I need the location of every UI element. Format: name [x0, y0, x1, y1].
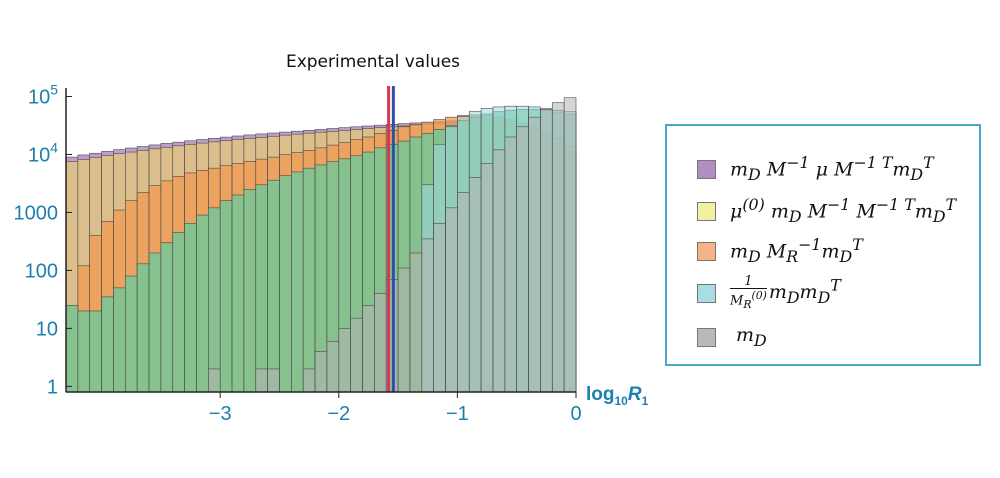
bar-series-5-bin-23: [326, 340, 340, 393]
bar-series-5-bin-13: [208, 368, 221, 393]
legend-swatch-2: [697, 201, 716, 221]
experimental-values-label: Experimental values: [285, 52, 461, 72]
bar-series-5-bin-29: [397, 267, 411, 393]
bar-series-5-bin-33: [445, 207, 458, 393]
bar-series-6-bin-11: [184, 222, 197, 393]
bar-series-5-bin-17: [255, 368, 268, 393]
bar-series-6-bin-21: [302, 167, 316, 393]
x-tick-label-3: −1: [446, 403, 469, 425]
bar-series-6-bin-5: [113, 287, 126, 393]
bar-series-5-bin-18: [267, 368, 280, 393]
y-tick-label-4: 1000: [14, 202, 59, 224]
y-tick-label-2: 10: [36, 318, 58, 340]
bar-series-5-bin-42: [551, 102, 565, 393]
bar-series-5-bin-25: [350, 317, 363, 393]
bar-series-6-bin-2: [77, 310, 91, 393]
legend-label-3: mD MR−1mDT: [730, 235, 863, 267]
bar-series-6-bin-3: [89, 310, 102, 393]
bar-series-5-bin-38: [504, 136, 517, 393]
y-tick-label-3: 100: [25, 260, 58, 282]
bar-series-5-bin-30: [409, 252, 423, 393]
legend-label-2: μ(0) mD M−1 M−1 TmDT: [730, 195, 957, 227]
legend-swatch-1: [697, 159, 716, 179]
x-tick-label-4: 0: [570, 403, 581, 425]
bar-series-5-bin-39: [516, 126, 529, 393]
bar-series-6-bin-18: [267, 179, 280, 393]
bar-series-5-bin-22: [314, 351, 328, 393]
bar-series-5-bin-37: [492, 149, 506, 393]
x-ticks: −3 −2 −1 0: [209, 392, 582, 425]
legend-swatch-4: [697, 283, 716, 303]
bar-series-5-bin-27: [374, 293, 387, 393]
x-tick-label-1: −3: [209, 403, 232, 425]
bar-series-6-bin-20: [291, 171, 304, 393]
x-axis-label: log10R1: [586, 384, 649, 408]
bar-series-6-bin-10: [172, 232, 185, 393]
bar-series-5-bin-24: [338, 328, 351, 393]
y-tick-label-1: 1: [47, 376, 58, 398]
legend-item-4: 1 MR(0) mDmDT: [697, 274, 841, 311]
bar-series-5-bin-40: [528, 116, 541, 393]
bar-series-6-bin-19: [279, 175, 292, 393]
legend-swatch-3: [697, 241, 716, 261]
bar-series-5-bin-21: [302, 368, 316, 393]
experimental-lines: [387, 86, 395, 392]
bar-series-6-bin-15: [231, 194, 245, 393]
legend-swatch-5: [697, 327, 716, 347]
x-tick-label-2: −2: [327, 403, 350, 425]
bars-group: [65, 97, 577, 393]
legend: mD M−1 μ M−1 TmDT μ(0) mD M−1 M−1 TmDT m…: [665, 124, 981, 366]
bar-series-5-bin-32: [433, 222, 446, 393]
bar-series-5-bin-34: [457, 192, 470, 393]
bar-series-6-bin-8: [148, 252, 162, 393]
bar-series-6-bin-9: [160, 242, 174, 393]
bar-series-5-bin-26: [362, 305, 375, 393]
bar-series-6-bin-12: [196, 214, 209, 393]
legend-label-4: 1 MR(0) mDmDT: [730, 274, 841, 311]
legend-item-5: mD: [697, 322, 767, 352]
y-tick-label-6: 105: [28, 81, 58, 108]
bar-series-6-bin-7: [136, 263, 150, 393]
y-tick-label-5: 104: [28, 139, 58, 166]
bar-series-5-bin-41: [540, 109, 553, 393]
legend-label-5: mD: [736, 324, 767, 350]
bar-series-6-bin-4: [101, 296, 114, 393]
bar-series-6-bin-16: [243, 189, 257, 393]
legend-item-3: mD MR−1mDT: [697, 235, 863, 267]
legend-item-1: mD M−1 μ M−1 TmDT: [697, 153, 934, 185]
bar-series-6-bin-6: [125, 275, 138, 393]
bar-series-6-bin-1: [65, 305, 79, 393]
bar-series-5-bin-36: [480, 163, 494, 393]
bar-series-5-bin-35: [468, 177, 482, 393]
legend-label-1: mD M−1 μ M−1 TmDT: [730, 153, 934, 185]
bar-series-5-bin-43: [563, 97, 577, 393]
bar-series-6-bin-17: [255, 184, 268, 393]
histogram-chart: 1 10 100 1000 104 105 −3 −2 −1 0: [14, 81, 582, 425]
y-ticks: 1 10 100 1000 104 105: [14, 81, 72, 398]
bar-series-6-bin-13: [208, 207, 221, 393]
legend-item-2: μ(0) mD M−1 M−1 TmDT: [697, 195, 957, 227]
bar-series-6-bin-14: [219, 200, 233, 393]
bar-series-5-bin-31: [421, 238, 434, 393]
